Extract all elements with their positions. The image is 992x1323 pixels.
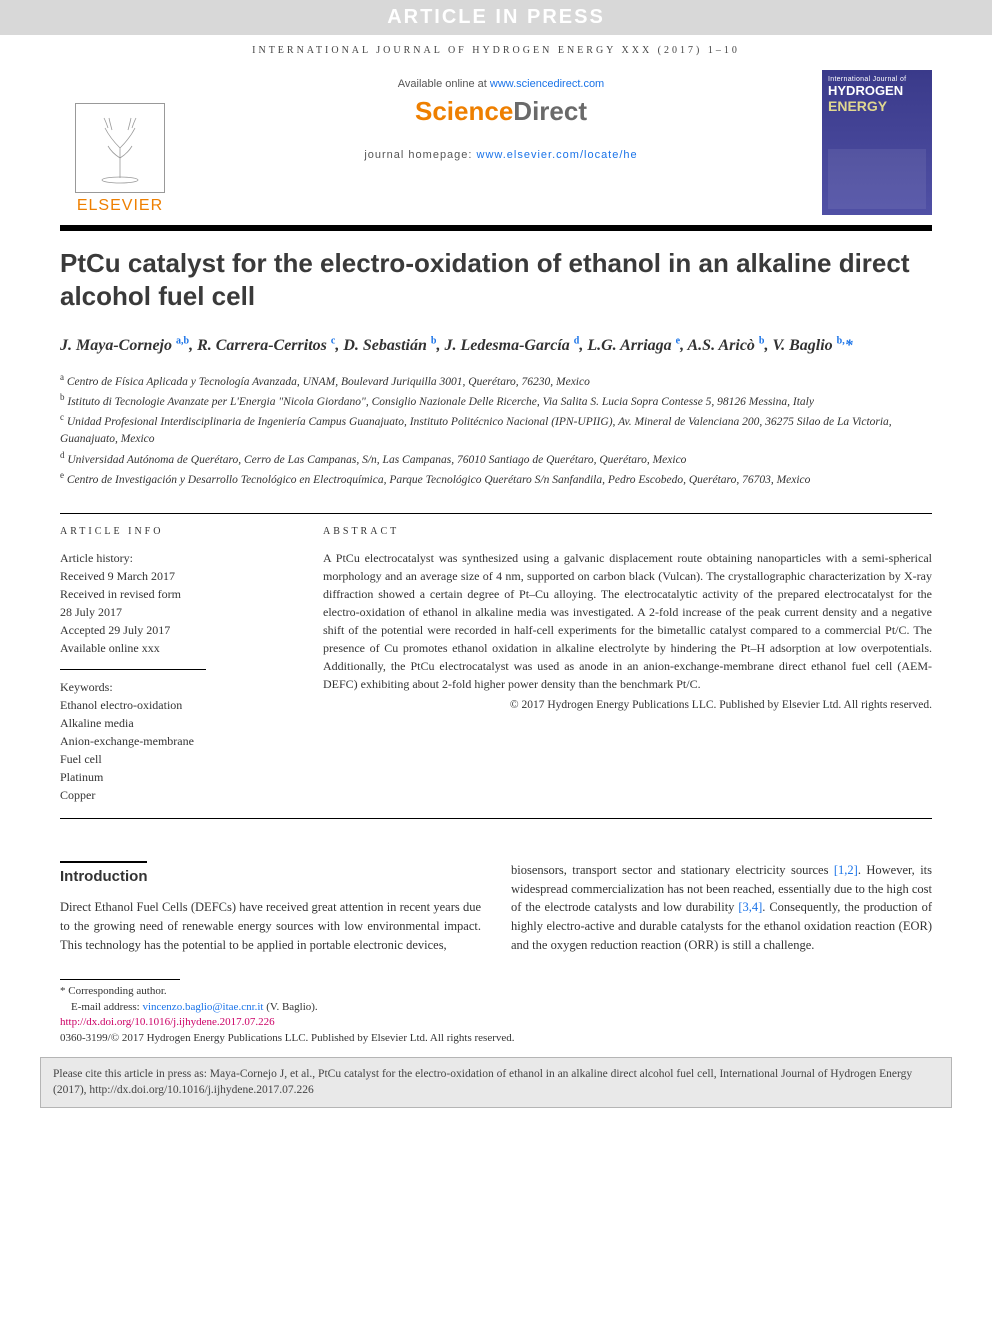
running-head: INTERNATIONAL JOURNAL OF HYDROGEN ENERGY… [0, 35, 992, 70]
copyright-line: © 2017 Hydrogen Energy Publications LLC.… [323, 697, 932, 714]
abstract-label: ABSTRACT [323, 524, 932, 539]
article-info-label: ARTICLE INFO [60, 524, 285, 539]
email-tail: (V. Baglio). [264, 1001, 318, 1013]
article-title: PtCu catalyst for the electro-oxidation … [60, 247, 932, 312]
citation-ref-1-2[interactable]: [1,2] [834, 863, 858, 877]
sd-science: Science [415, 96, 513, 126]
sciencedirect-link[interactable]: www.sciencedirect.com [490, 78, 604, 90]
citation-box: Please cite this article in press as: Ma… [40, 1057, 952, 1107]
affiliation: b Istituto di Tecnologie Avanzate per L'… [60, 391, 932, 411]
footnotes: * Corresponding author. E-mail address: … [0, 979, 992, 1048]
intro-para-2: biosensors, transport sector and station… [511, 861, 932, 955]
article-info: ARTICLE INFO Article history: Received 9… [60, 524, 285, 804]
masthead: ELSEVIER Available online at www.science… [0, 70, 992, 215]
homepage-link[interactable]: www.elsevier.com/locate/he [477, 149, 638, 161]
email-label: E-mail address: [71, 1001, 142, 1013]
sciencedirect-logo: ScienceDirect [198, 96, 804, 127]
corresponding-author: * Corresponding author. [60, 984, 932, 1000]
cover-line2: HYDROGEN [828, 83, 926, 98]
footnote-rule [60, 979, 180, 980]
publisher-logo: ELSEVIER [60, 70, 180, 215]
affiliation: c Unidad Profesional Interdisciplinaria … [60, 411, 932, 448]
keyword: Ethanol electro-oxidation [60, 696, 285, 714]
meta-abstract-row: ARTICLE INFO Article history: Received 9… [0, 514, 992, 804]
elsevier-tree-icon [75, 103, 165, 193]
history-line: 28 July 2017 [60, 603, 285, 621]
keywords-label: Keywords: [60, 678, 285, 696]
in-press-banner: ARTICLE IN PRESS [0, 0, 992, 35]
cover-image-placeholder [828, 149, 926, 209]
abstract-text: A PtCu electrocatalyst was synthesized u… [323, 549, 932, 693]
history-label: Article history: [60, 549, 285, 567]
intro-text-a: biosensors, transport sector and station… [511, 863, 834, 877]
article-history: Article history: Received 9 March 2017Re… [60, 549, 285, 657]
keyword: Copper [60, 786, 285, 804]
title-block: PtCu catalyst for the electro-oxidation … [0, 231, 992, 499]
body-col-left: Introduction Direct Ethanol Fuel Cells (… [60, 861, 481, 955]
body-col-right: biosensors, transport sector and station… [511, 861, 932, 955]
sd-direct: Direct [513, 96, 587, 126]
available-prefix: Available online at [398, 78, 490, 90]
history-line: Received in revised form [60, 585, 285, 603]
homepage-prefix: journal homepage: [364, 149, 476, 161]
affiliation: d Universidad Autónoma de Querétaro, Cer… [60, 449, 932, 469]
masthead-center: Available online at www.sciencedirect.co… [198, 70, 804, 215]
keywords-list: Ethanol electro-oxidationAlkaline mediaA… [60, 696, 285, 804]
keywords-rule [60, 669, 206, 670]
author-list: J. Maya-Cornejo a,b, R. Carrera-Cerritos… [60, 334, 932, 357]
doi-link[interactable]: http://dx.doi.org/10.1016/j.ijhydene.201… [60, 1016, 275, 1028]
affiliation: e Centro de Investigación y Desarrollo T… [60, 469, 932, 489]
available-online: Available online at www.sciencedirect.co… [198, 78, 804, 90]
publisher-name: ELSEVIER [77, 197, 163, 215]
cover-line3: ENERGY [828, 98, 926, 114]
email-link[interactable]: vincenzo.baglio@itae.cnr.it [142, 1001, 263, 1013]
issn-copyright: 0360-3199/© 2017 Hydrogen Energy Publica… [60, 1031, 932, 1047]
keyword: Alkaline media [60, 714, 285, 732]
abstract: ABSTRACT A PtCu electrocatalyst was synt… [323, 524, 932, 804]
cover-line1: International Journal of [828, 76, 926, 83]
citation-ref-3-4[interactable]: [3,4] [738, 900, 762, 914]
body-columns: Introduction Direct Ethanol Fuel Cells (… [0, 861, 992, 955]
rule-below-abstract [60, 818, 932, 819]
keyword: Anion-exchange-membrane [60, 732, 285, 750]
article-page: ARTICLE IN PRESS INTERNATIONAL JOURNAL O… [0, 0, 992, 1323]
introduction-heading: Introduction [60, 861, 147, 889]
intro-para-1: Direct Ethanol Fuel Cells (DEFCs) have r… [60, 898, 481, 954]
history-line: Received 9 March 2017 [60, 567, 285, 585]
email-line: E-mail address: vincenzo.baglio@itae.cnr… [60, 1000, 932, 1016]
history-line: Available online xxx [60, 639, 285, 657]
affiliation: a Centro de Física Aplicada y Tecnología… [60, 371, 932, 391]
history-line: Accepted 29 July 2017 [60, 621, 285, 639]
affiliations: a Centro de Física Aplicada y Tecnología… [60, 371, 932, 489]
journal-cover: International Journal of HYDROGEN ENERGY [822, 70, 932, 215]
keyword: Fuel cell [60, 750, 285, 768]
keyword: Platinum [60, 768, 285, 786]
journal-homepage: journal homepage: www.elsevier.com/locat… [198, 149, 804, 161]
